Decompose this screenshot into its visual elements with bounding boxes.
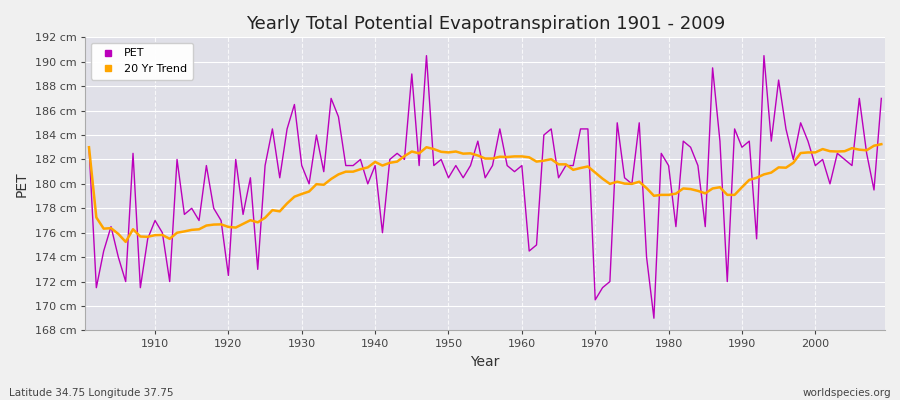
Text: worldspecies.org: worldspecies.org [803, 388, 891, 398]
Y-axis label: PET: PET [15, 171, 29, 197]
X-axis label: Year: Year [471, 355, 500, 369]
Title: Yearly Total Potential Evapotranspiration 1901 - 2009: Yearly Total Potential Evapotranspiratio… [246, 15, 724, 33]
Legend: PET, 20 Yr Trend: PET, 20 Yr Trend [91, 43, 193, 80]
Text: Latitude 34.75 Longitude 37.75: Latitude 34.75 Longitude 37.75 [9, 388, 174, 398]
